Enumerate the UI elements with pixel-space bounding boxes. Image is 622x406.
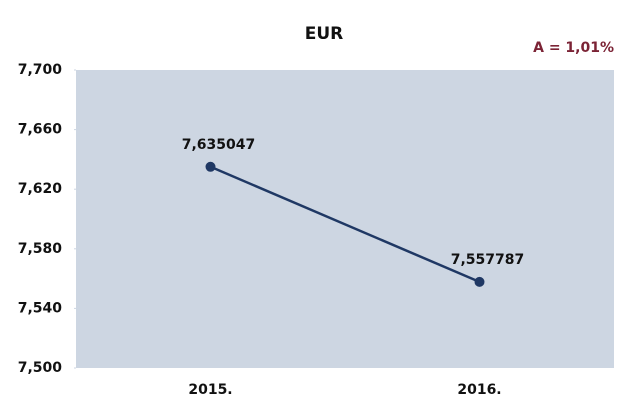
x-tick-label: 2015. (188, 382, 232, 398)
y-tick-label: 7,660 (18, 122, 63, 138)
data-point (474, 276, 485, 287)
x-tick-label: 2016. (457, 382, 501, 398)
y-tick-label: 7,700 (18, 62, 63, 78)
data-label: 7,557787 (451, 252, 525, 268)
chart-title: EUR (305, 24, 344, 44)
y-tick-label: 7,540 (18, 300, 63, 316)
data-point (205, 161, 216, 172)
y-tick-label: 7,500 (18, 360, 63, 376)
y-tick-label: 7,580 (18, 241, 63, 257)
plot-area (76, 70, 614, 368)
series-line (210, 165, 480, 284)
annotation: A = 1,01% (533, 40, 614, 56)
data-label: 7,635047 (182, 137, 256, 153)
y-tick-label: 7,620 (18, 181, 63, 197)
